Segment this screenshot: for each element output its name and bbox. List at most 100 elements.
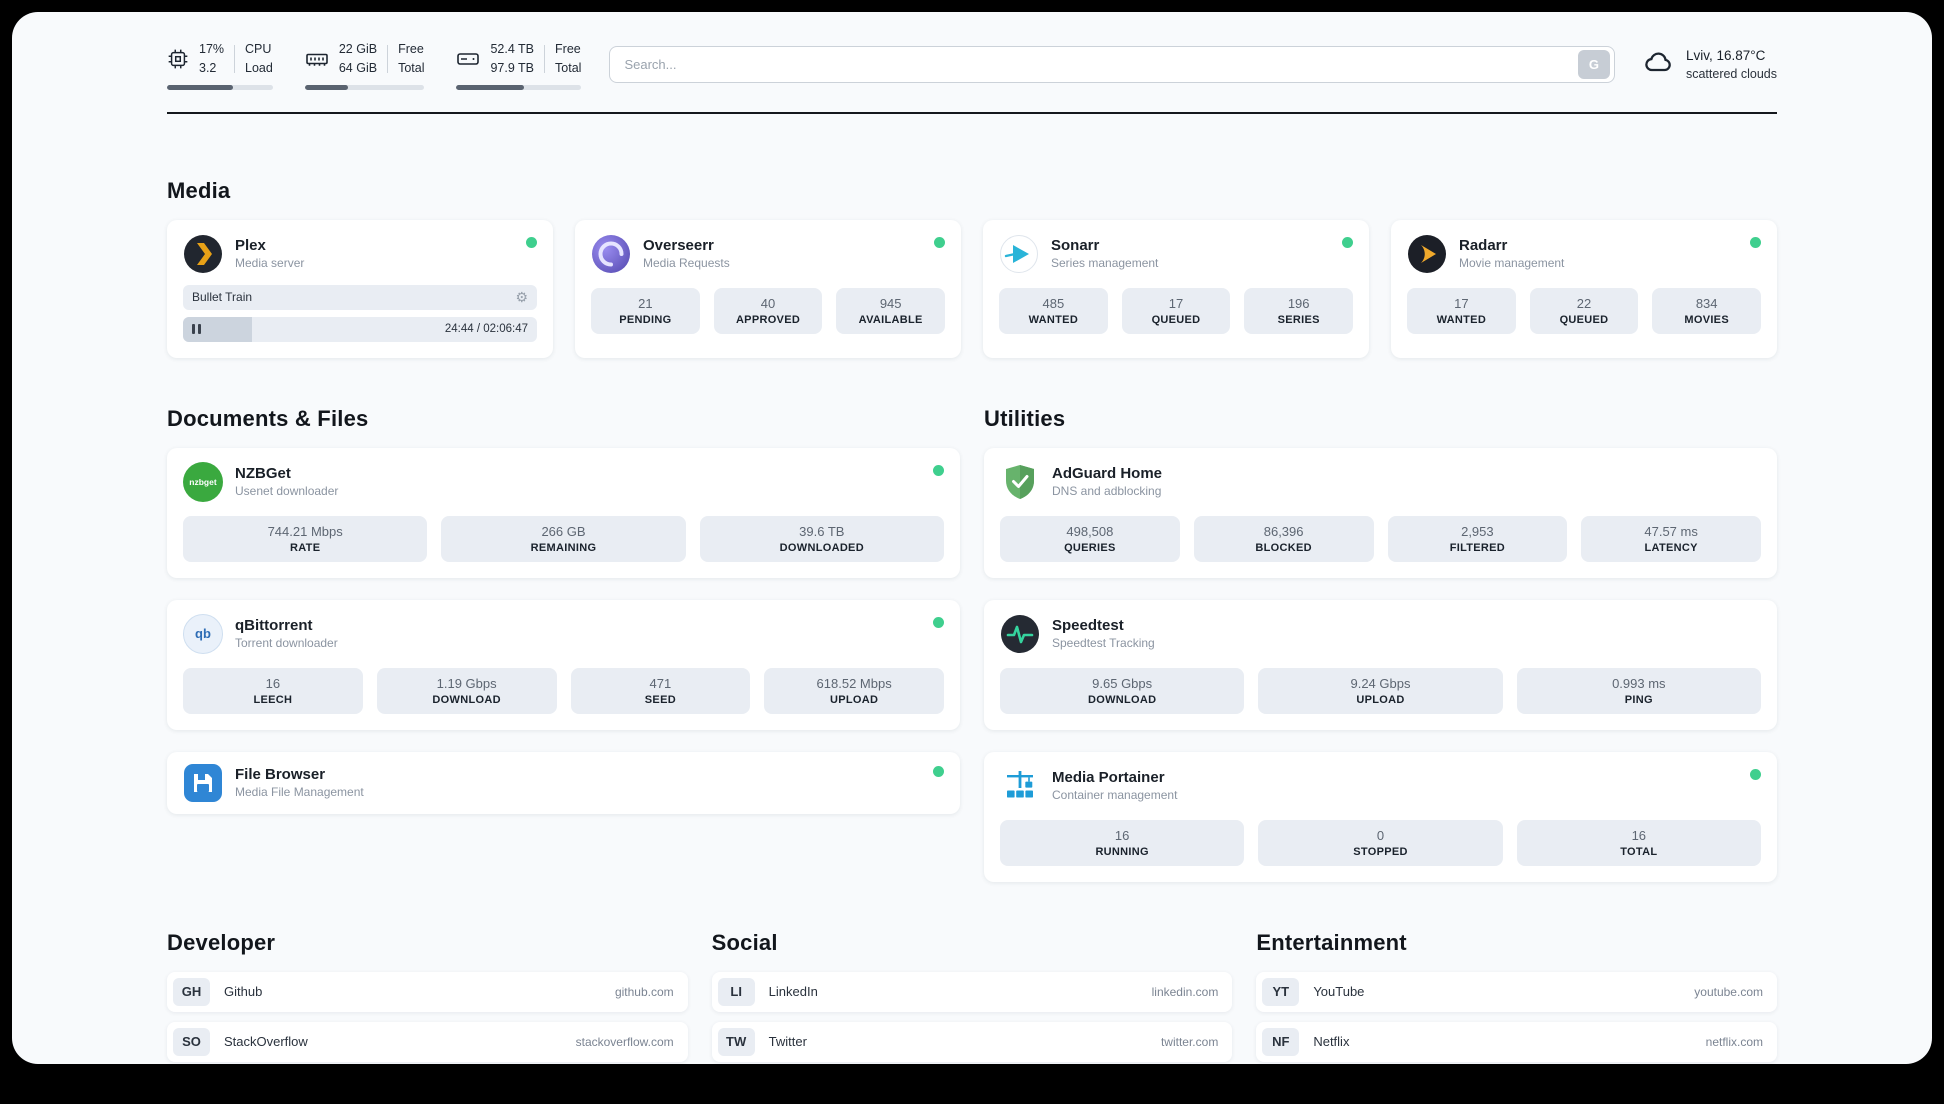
bookmark-abbr: LI — [717, 977, 755, 1006]
qbittorrent-card[interactable]: qb qBittorrent Torrent downloader 16 LEE… — [167, 599, 960, 730]
app-subtitle: Speedtest Tracking — [1052, 636, 1155, 650]
stat-label: RATE — [290, 541, 321, 554]
app-subtitle: Series management — [1051, 256, 1159, 270]
search-engine-button[interactable]: G — [1577, 50, 1610, 80]
stat-value: 39.6 TB — [799, 523, 845, 539]
stat-label: QUEUED — [1151, 313, 1201, 326]
stat-series: 196 SERIES — [1244, 287, 1354, 334]
nzbget-card[interactable]: nzbget NZBGet Usenet downloader 744.21 M… — [167, 447, 960, 578]
cpu-progress-bar — [167, 84, 273, 90]
stat-seed: 471 SEED — [570, 667, 751, 714]
nzbget-icon: nzbget — [183, 461, 223, 502]
filebrowser-card[interactable]: File Browser Media File Management — [167, 751, 960, 814]
ram-free-label: Free — [398, 42, 424, 56]
stat-value: 22 — [1576, 295, 1592, 311]
status-dot — [1342, 236, 1353, 248]
playback-time: 24:44 / 02:06:47 — [444, 323, 528, 335]
stat-label: MOVIES — [1684, 313, 1729, 326]
bookmark-linkedin[interactable]: LI LinkedIn linkedin.com — [711, 971, 1233, 1012]
cpu-load-label: Load — [245, 60, 273, 75]
app-name: Plex — [235, 237, 266, 254]
stat-value: 0 — [1376, 827, 1385, 843]
bookmark-abbr: SO — [173, 1027, 210, 1056]
stat-filtered: 2,953 FILTERED — [1387, 515, 1568, 562]
app-subtitle: Media File Management — [235, 785, 364, 799]
stat-blocked: 86,396 BLOCKED — [1193, 515, 1374, 562]
stat-value: 47.57 ms — [1644, 523, 1698, 539]
bookmark-abbr: GH — [173, 977, 210, 1006]
app-name: File Browser — [235, 766, 326, 783]
stat-value: 17 — [1168, 295, 1184, 311]
section-title-utilities: Utilities — [984, 405, 1066, 431]
stat-wanted: 485 WANTED — [999, 287, 1108, 334]
portainer-crane-icon — [1000, 766, 1040, 806]
pause-icon[interactable] — [192, 324, 201, 334]
plex-card[interactable]: Plex Media server Bullet Train ⚙ 24:44 /… — [167, 219, 553, 358]
section-title-media: Media — [167, 177, 231, 203]
system-stats: 17% 3.2 CPU Load — [167, 40, 582, 90]
stat-label: BLOCKED — [1255, 541, 1312, 554]
stat-value: 945 — [879, 295, 902, 311]
stat-label: UPLOAD — [1356, 693, 1405, 706]
weather-condition: scattered clouds — [1685, 67, 1777, 82]
overseerr-card[interactable]: Overseerr Media Requests 21 PENDING 40 A… — [575, 219, 961, 358]
bookmark-github[interactable]: GH Github github.com — [167, 971, 688, 1012]
app-name: AdGuard Home — [1052, 465, 1163, 482]
bookmark-abbr: YT — [1262, 977, 1300, 1006]
radarr-icon — [1407, 234, 1447, 274]
gear-icon[interactable]: ⚙ — [515, 289, 528, 305]
stat-available: 945 AVAILABLE — [836, 287, 946, 334]
stat-value: 21 — [638, 295, 653, 311]
now-playing-row: Bullet Train ⚙ — [183, 284, 537, 310]
stat-label: TOTAL — [1620, 845, 1658, 858]
stat-value: 498,508 — [1066, 523, 1114, 539]
stat-label: SEED — [644, 693, 676, 706]
bookmark-youtube[interactable]: YT YouTube youtube.com — [1256, 971, 1777, 1012]
disk-total-value: 97.9 TB — [490, 60, 535, 75]
stat-label: PENDING — [619, 313, 672, 326]
stat-download: 1.19 Gbps DOWNLOAD — [376, 667, 557, 714]
stat-latency: 47.57 ms LATENCY — [1581, 515, 1761, 562]
stat-label: SERIES — [1277, 313, 1320, 326]
sonarr-card[interactable]: Sonarr Series management 485 WANTED 17 Q… — [983, 219, 1369, 358]
stat-value: 16 — [1114, 827, 1130, 843]
developer-section: Developer GH Github github.com SO StackO… — [167, 930, 688, 1065]
weather-location: Lviv, 16.87°C — [1685, 47, 1766, 63]
bookmark-name: YouTube — [1313, 984, 1365, 999]
status-dot — [526, 236, 537, 248]
search-input[interactable] — [609, 46, 1615, 84]
stat-running: 16 RUNNING — [1000, 819, 1245, 866]
header-divider — [167, 111, 1777, 114]
cpu-widget: 17% 3.2 CPU Load — [167, 40, 273, 90]
bookmark-name: StackOverflow — [224, 1034, 308, 1049]
stat-label: WANTED — [1436, 313, 1487, 326]
stat-download: 9.65 Gbps DOWNLOAD — [1000, 667, 1245, 714]
app-subtitle: DNS and adblocking — [1052, 484, 1162, 498]
stat-label: DOWNLOAD — [432, 693, 501, 706]
portainer-card[interactable]: Media Portainer Container management 16 … — [984, 751, 1777, 882]
stat-value: 2,953 — [1461, 523, 1494, 539]
stat-value: 9.24 Gbps — [1350, 675, 1411, 691]
adguard-card[interactable]: AdGuard Home DNS and adblocking 498,508 … — [984, 447, 1777, 578]
radarr-card[interactable]: Radarr Movie management 17 WANTED 22 QUE… — [1391, 219, 1777, 358]
bookmark-twitter[interactable]: TW Twitter twitter.com — [711, 1021, 1233, 1062]
section-title-developer: Developer — [167, 929, 276, 955]
speedtest-card[interactable]: Speedtest Speedtest Tracking 9.65 Gbps D… — [984, 599, 1777, 730]
weather-widget[interactable]: Lviv, 16.87°C scattered clouds — [1643, 46, 1777, 84]
bookmark-netflix[interactable]: NF Netflix netflix.com — [1256, 1021, 1777, 1062]
disk-total-label: Total — [555, 60, 582, 75]
section-title-documents: Documents & Files — [167, 405, 369, 431]
disk-free-value: 52.4 TB — [490, 42, 535, 56]
stat-approved: 40 APPROVED — [713, 287, 823, 334]
stat-label: FILTERED — [1449, 541, 1506, 554]
stat-label: WANTED — [1028, 313, 1079, 326]
cpu-usage-value: 17% — [199, 42, 225, 56]
status-dot — [933, 464, 944, 476]
section-title-social: Social — [711, 929, 778, 955]
stat-label: LATENCY — [1644, 541, 1698, 554]
bookmark-stackoverflow[interactable]: SO StackOverflow stackoverflow.com — [167, 1021, 688, 1062]
player-progress-bar[interactable]: 24:44 / 02:06:47 — [183, 316, 537, 342]
stat-upload: 618.52 Mbps UPLOAD — [764, 667, 944, 714]
sonarr-icon — [999, 234, 1039, 274]
stat-label: AVAILABLE — [858, 313, 923, 326]
